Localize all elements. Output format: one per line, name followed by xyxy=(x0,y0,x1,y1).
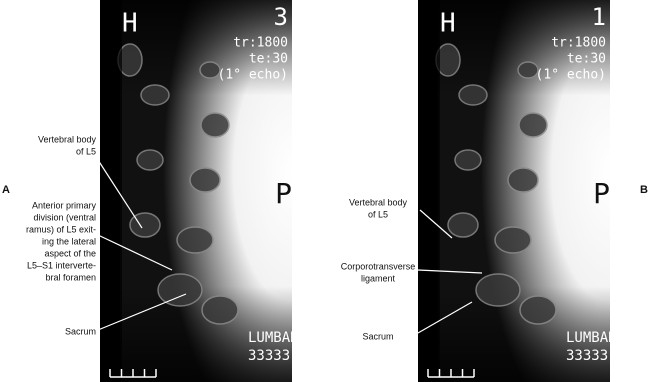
tissue-blob xyxy=(519,295,557,325)
tissue-blob xyxy=(136,149,164,171)
image-edge xyxy=(100,0,122,382)
annotation-label: Anterior primary xyxy=(32,200,97,210)
annotation-label: Vertebral body xyxy=(349,197,408,207)
id-label: 33333 xyxy=(566,348,608,364)
orientation-label: H xyxy=(122,9,138,39)
annotation-label: L5–S1 interverte- xyxy=(27,260,96,270)
slice-number: 1 xyxy=(592,3,606,31)
tissue-blob xyxy=(189,167,221,193)
annotation-label: ligament xyxy=(361,273,396,283)
annotation-label: Corporotransverse xyxy=(341,261,416,271)
slice-number: 3 xyxy=(274,3,288,31)
tissue-blob xyxy=(140,84,170,106)
tissue-blob xyxy=(199,61,221,79)
annotation-label: ing the lateral xyxy=(42,236,96,246)
tr-value: tr:1800 xyxy=(233,36,288,51)
region-label: LUMBAR xyxy=(248,330,299,346)
tissue-blob xyxy=(157,273,203,307)
leader-line xyxy=(97,159,143,229)
tissue-blob xyxy=(518,112,548,138)
tissue-blob xyxy=(475,273,521,307)
annotation-label: bral foramen xyxy=(45,272,96,282)
echo-label: (1° echo) xyxy=(536,68,606,83)
leader-line xyxy=(419,209,453,239)
side-label: P xyxy=(275,177,292,210)
tissue-blob xyxy=(200,112,230,138)
tissue-blob xyxy=(517,61,539,79)
leader-line xyxy=(417,301,473,334)
annotation-label: Sacrum xyxy=(362,331,393,341)
annotation-label: ramus) of L5 exit- xyxy=(26,224,96,234)
tissue-blob xyxy=(201,295,239,325)
tissue-blob xyxy=(447,212,479,238)
panel-letter: B xyxy=(640,184,648,196)
leader-line xyxy=(417,269,483,274)
annotation-label: of L5 xyxy=(76,146,96,156)
id-label: 33333 xyxy=(248,348,290,364)
panel-letter: A xyxy=(2,184,10,196)
tr-value: tr:1800 xyxy=(551,36,606,51)
leader-line xyxy=(97,293,187,331)
annotation-label: Sacrum xyxy=(65,326,96,336)
tissue-blob xyxy=(129,212,161,238)
annotation-label: of L5 xyxy=(368,209,388,219)
leader-line xyxy=(97,234,173,271)
image-edge xyxy=(418,0,440,382)
tissue-blob xyxy=(507,167,539,193)
annotation-label: division (ventral xyxy=(33,212,96,222)
te-value: te:30 xyxy=(249,52,288,67)
tissue-blob xyxy=(458,84,488,106)
region-label: LUMBAR xyxy=(566,330,617,346)
tissue-blob xyxy=(176,226,214,254)
tissue-blob xyxy=(454,149,482,171)
annotation-label: aspect of the xyxy=(44,248,96,258)
tissue-blob xyxy=(494,226,532,254)
annotation-label: Vertebral body xyxy=(38,134,97,144)
orientation-label: H xyxy=(440,9,456,39)
echo-label: (1° echo) xyxy=(218,68,288,83)
side-label: P xyxy=(593,177,610,210)
te-value: te:30 xyxy=(567,52,606,67)
